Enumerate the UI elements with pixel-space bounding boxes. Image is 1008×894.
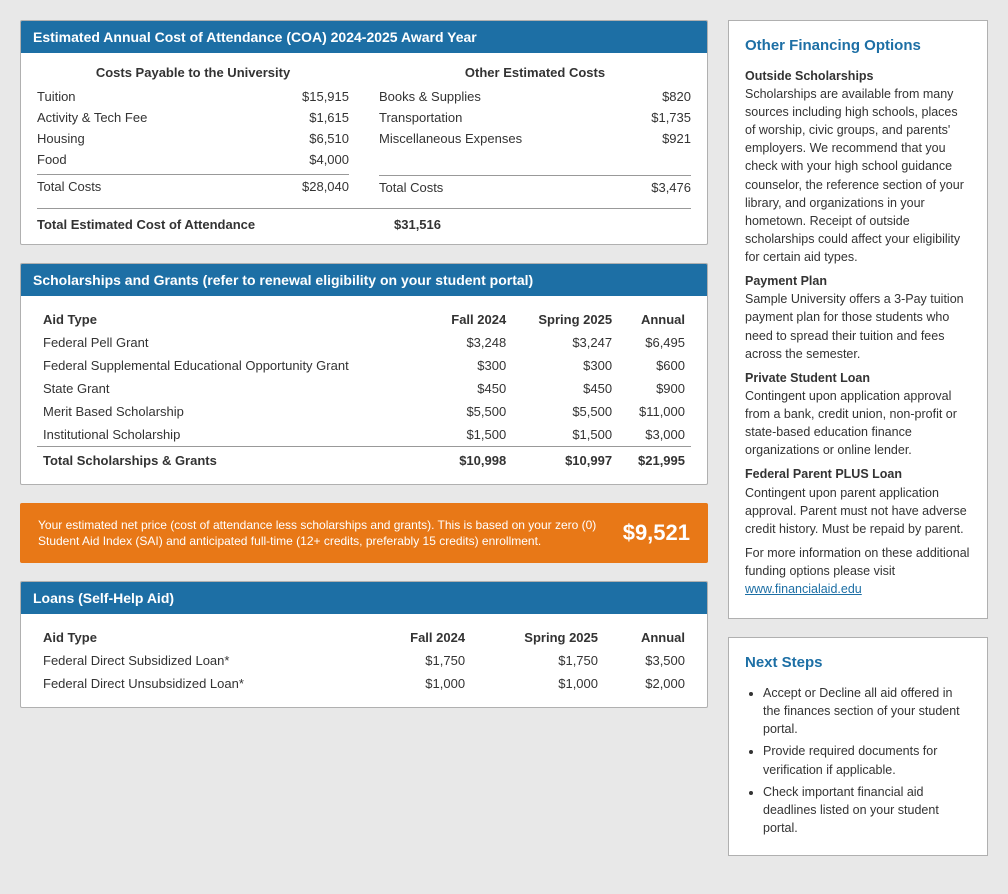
coa-row-value: $15,915 bbox=[302, 89, 349, 104]
coa-header: Estimated Annual Cost of Attendance (COA… bbox=[21, 21, 707, 53]
coa-row-value: $1,615 bbox=[309, 110, 349, 125]
private-loan-title: Private Student Loan bbox=[745, 371, 870, 385]
coa-row-label: Miscellaneous Expenses bbox=[379, 131, 522, 146]
table-row: Merit Based Scholarship$5,500$5,500$11,0… bbox=[37, 400, 691, 423]
coa-row-value: $820 bbox=[662, 89, 691, 104]
plus-loan-text: Contingent upon parent application appro… bbox=[745, 486, 967, 536]
other-financing-panel: Other Financing Options Outside Scholars… bbox=[728, 20, 988, 619]
next-steps-panel: Next Steps Accept or Decline all aid off… bbox=[728, 637, 988, 856]
list-item: Provide required documents for verificat… bbox=[763, 742, 971, 778]
loans-table: Aid TypeFall 2024Spring 2025Annual Feder… bbox=[37, 626, 691, 695]
table-row: Federal Direct Unsubsidized Loan*$1,000$… bbox=[37, 672, 691, 695]
coa-right-total-label: Total Costs bbox=[379, 180, 443, 195]
net-price-amount: $9,521 bbox=[623, 520, 690, 546]
table-row: Institutional Scholarship$1,500$1,500$3,… bbox=[37, 423, 691, 447]
payment-plan-text: Sample University offers a 3-Pay tuition… bbox=[745, 292, 964, 360]
plus-loan-title: Federal Parent PLUS Loan bbox=[745, 467, 902, 481]
table-row: Federal Supplemental Educational Opportu… bbox=[37, 354, 691, 377]
coa-row-value: $6,510 bbox=[309, 131, 349, 146]
coa-left-column: Costs Payable to the University Tuition $… bbox=[37, 65, 349, 198]
coa-row-label: Food bbox=[37, 152, 67, 167]
scholarships-header: Scholarships and Grants (refer to renewa… bbox=[21, 264, 707, 296]
financial-aid-link[interactable]: www.financialaid.edu bbox=[745, 582, 862, 596]
outside-scholarships-title: Outside Scholarships bbox=[745, 69, 874, 83]
table-row: Federal Direct Subsidized Loan*$1,750$1,… bbox=[37, 649, 691, 672]
coa-row-label: Activity & Tech Fee bbox=[37, 110, 147, 125]
loans-header: Loans (Self-Help Aid) bbox=[21, 582, 707, 614]
list-item: Accept or Decline all aid offered in the… bbox=[763, 684, 971, 738]
coa-row-label: Books & Supplies bbox=[379, 89, 481, 104]
other-financing-title: Other Financing Options bbox=[745, 35, 971, 57]
table-header: Aid Type bbox=[37, 626, 367, 649]
coa-row-value: $4,000 bbox=[309, 152, 349, 167]
coa-row-label: Tuition bbox=[37, 89, 76, 104]
private-loan-text: Contingent upon application approval fro… bbox=[745, 389, 957, 457]
coa-left-title: Costs Payable to the University bbox=[37, 65, 349, 80]
table-row: Federal Pell Grant$3,248$3,247$6,495 bbox=[37, 331, 691, 354]
table-header: Spring 2025 bbox=[512, 308, 618, 331]
table-header: Annual bbox=[604, 626, 691, 649]
loans-panel: Loans (Self-Help Aid) Aid TypeFall 2024S… bbox=[20, 581, 708, 708]
outside-scholarships-text: Scholarships are available from many sou… bbox=[745, 87, 964, 264]
table-header: Aid Type bbox=[37, 308, 430, 331]
coa-grand-label: Total Estimated Cost of Attendance bbox=[37, 217, 364, 232]
table-header: Fall 2024 bbox=[430, 308, 513, 331]
coa-right-column: Other Estimated Costs Books & Supplies $8… bbox=[379, 65, 691, 198]
coa-left-total-value: $28,040 bbox=[302, 179, 349, 194]
table-header: Annual bbox=[618, 308, 691, 331]
coa-row-value: $1,735 bbox=[651, 110, 691, 125]
more-info-text: For more information on these additional… bbox=[745, 546, 969, 578]
scholarships-panel: Scholarships and Grants (refer to renewa… bbox=[20, 263, 708, 485]
next-steps-title: Next Steps bbox=[745, 652, 971, 674]
coa-right-total-value: $3,476 bbox=[651, 180, 691, 195]
scholarships-table: Aid TypeFall 2024Spring 2025Annual Feder… bbox=[37, 308, 691, 472]
coa-row-label: Housing bbox=[37, 131, 85, 146]
coa-right-title: Other Estimated Costs bbox=[379, 65, 691, 80]
coa-row-label: Transportation bbox=[379, 110, 462, 125]
list-item: Check important financial aid deadlines … bbox=[763, 783, 971, 837]
net-price-callout: Your estimated net price (cost of attend… bbox=[20, 503, 708, 563]
payment-plan-title: Payment Plan bbox=[745, 274, 827, 288]
table-row: State Grant$450$450$900 bbox=[37, 377, 691, 400]
coa-panel: Estimated Annual Cost of Attendance (COA… bbox=[20, 20, 708, 245]
coa-row-value: $921 bbox=[662, 131, 691, 146]
coa-grand-value: $31,516 bbox=[364, 217, 691, 232]
net-price-desc: Your estimated net price (cost of attend… bbox=[38, 517, 603, 549]
table-header: Spring 2025 bbox=[471, 626, 604, 649]
coa-left-total-label: Total Costs bbox=[37, 179, 101, 194]
table-header: Fall 2024 bbox=[367, 626, 471, 649]
